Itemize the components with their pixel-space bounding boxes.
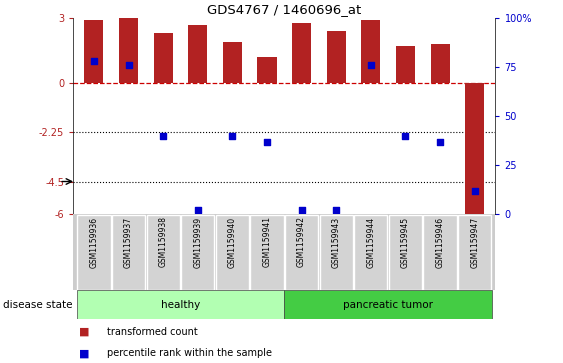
Text: GSM1159944: GSM1159944 [367,216,376,268]
Bar [292,23,311,83]
Bar [320,215,353,290]
Bar [188,25,207,83]
Text: percentile rank within the sample: percentile rank within the sample [107,348,272,358]
Point [124,62,133,68]
Text: GSM1159941: GSM1159941 [262,216,271,268]
Bar [361,20,381,83]
Point [228,133,237,139]
Text: transformed count: transformed count [107,327,198,337]
Text: pancreatic tumor: pancreatic tumor [343,300,433,310]
Text: healthy: healthy [161,300,200,310]
Bar [354,215,387,290]
Point [436,139,445,144]
Bar [251,215,284,290]
Text: GSM1159942: GSM1159942 [297,216,306,268]
Text: GSM1159936: GSM1159936 [90,216,99,268]
Point [401,133,410,139]
Bar [119,18,138,83]
Bar [181,215,215,290]
Text: GSM1159943: GSM1159943 [332,216,341,268]
Point [470,188,479,193]
Bar [112,215,145,290]
Bar [77,215,110,290]
Text: GSM1159946: GSM1159946 [436,216,445,268]
Text: GSM1159940: GSM1159940 [228,216,237,268]
Bar [423,215,457,290]
Text: ■: ■ [79,327,90,337]
Text: GSM1159938: GSM1159938 [159,216,168,268]
Bar [84,20,104,83]
Point [90,58,99,64]
Bar [327,31,346,83]
Text: ■: ■ [79,348,90,358]
Bar [465,83,484,214]
Bar [284,290,492,319]
Text: disease state: disease state [3,300,72,310]
Text: GSM1159945: GSM1159945 [401,216,410,268]
Bar [216,215,249,290]
Bar [223,42,242,83]
Bar [257,57,276,83]
Bar [396,46,415,83]
Text: GSM1159937: GSM1159937 [124,216,133,268]
Title: GDS4767 / 1460696_at: GDS4767 / 1460696_at [207,3,361,16]
Bar [77,290,284,319]
Point [193,207,202,213]
Bar [146,215,180,290]
Point [262,139,271,144]
Point [332,207,341,213]
Point [367,62,376,68]
Bar [285,215,318,290]
Point [297,207,306,213]
Text: GSM1159939: GSM1159939 [193,216,202,268]
Text: GSM1159947: GSM1159947 [470,216,479,268]
Bar [154,33,173,83]
Bar [431,44,450,83]
Bar [389,215,422,290]
Bar [458,215,491,290]
Point [159,133,168,139]
